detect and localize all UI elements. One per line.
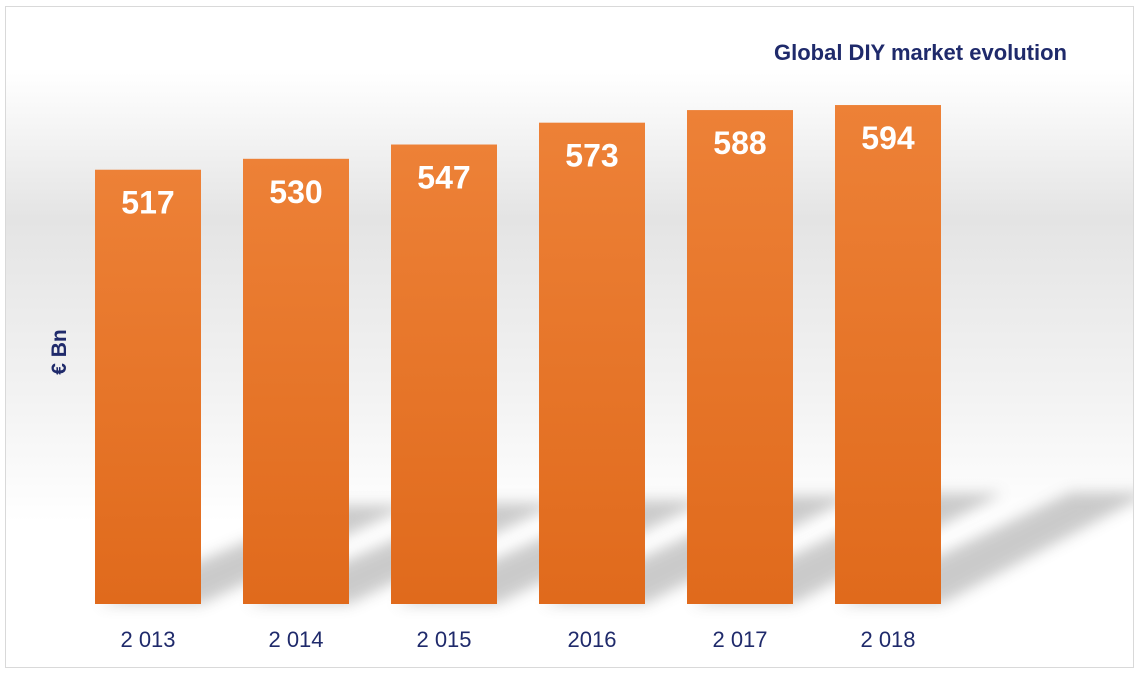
bar xyxy=(95,169,201,604)
bar-value-label: 594 xyxy=(861,120,915,156)
x-tick-label: 2016 xyxy=(568,627,617,652)
bar-value-label: 573 xyxy=(565,138,618,174)
x-tick-label: 2 013 xyxy=(120,627,175,652)
bar-value-label: 530 xyxy=(269,174,322,210)
x-tick-label: 2 017 xyxy=(712,627,767,652)
bar xyxy=(835,105,941,604)
bars xyxy=(95,105,941,605)
bar xyxy=(391,144,497,604)
bar-value-label: 517 xyxy=(121,185,174,221)
x-axis-ticks: 2 013 2 014 2 015 2016 2 017 2 018 xyxy=(120,627,915,652)
bar xyxy=(539,122,645,605)
bar-value-label: 588 xyxy=(713,125,766,161)
bar xyxy=(687,110,793,604)
chart-title: Global DIY market evolution xyxy=(774,40,1067,65)
bar-labels: 517 530 547 573 588 594 xyxy=(121,120,915,221)
x-tick-label: 2 015 xyxy=(416,627,471,652)
bar-value-label: 547 xyxy=(417,160,470,196)
chart-frame: Global DIY market evolution € Bn 517 530 5… xyxy=(5,6,1134,668)
x-tick-label: 2 014 xyxy=(268,627,323,652)
bar xyxy=(243,158,349,605)
x-tick-label: 2 018 xyxy=(860,627,915,652)
